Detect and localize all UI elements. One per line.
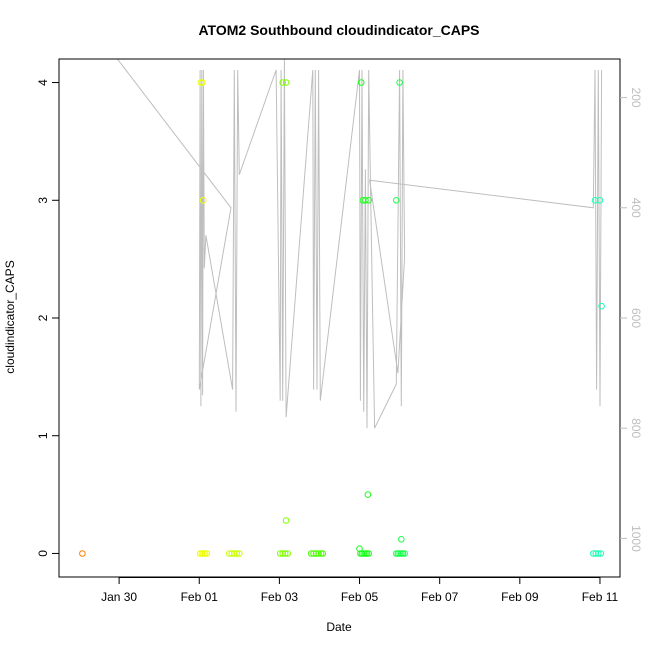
data-point [282,517,290,524]
data-point [365,550,373,557]
y-axis-label: cloudindicator_CAPS [3,260,17,373]
y-tick-label: 0 [36,550,50,557]
data-point [362,197,369,204]
data-point [393,197,400,204]
chart-title: ATOM2 Southbound cloudindicator_CAPS [198,22,479,38]
data-point [319,550,327,557]
data-point [596,197,604,204]
x-tick-label: Feb 05 [341,590,379,604]
data-point [236,550,243,557]
data-point [79,550,86,557]
data-point [312,550,320,557]
points-layer [79,79,605,557]
secondary-series-line [117,58,603,429]
data-point [315,550,322,557]
x-tick-label: Feb 07 [421,590,459,604]
data-point [310,550,317,557]
data-point [401,550,408,557]
y-tick-label: 2 [36,314,50,321]
y-tick-label: 3 [36,197,50,204]
right-tick-label: 600 [629,308,643,328]
data-point [597,550,605,557]
x-tick-label: Feb 01 [181,590,219,604]
data-point [233,550,241,557]
data-point [357,79,365,86]
x-tick-label: Feb 09 [501,590,539,604]
right-tick-label: 800 [629,418,643,438]
right-tick-label: 400 [629,198,643,218]
x-tick-label: Feb 11 [582,590,619,604]
data-point [284,550,292,557]
data-point [228,550,236,557]
secondary-line-layer [117,58,603,429]
data-point [276,550,284,557]
plot-frame [58,58,621,578]
y-tick-label: 1 [36,432,50,439]
data-point [226,550,233,557]
right-tick-label: 1000 [629,525,643,552]
x-axis-label: Date [326,620,352,634]
y-tick-label: 4 [36,79,50,86]
data-point [282,79,290,86]
data-point [598,302,605,310]
x-tick-label: Feb 03 [261,590,299,604]
x-tick-label: Jan 30 [101,590,137,604]
data-point [396,79,403,86]
data-point [199,197,207,204]
data-point [398,536,405,543]
data-point [307,550,315,557]
data-point [203,550,211,557]
data-point [279,79,287,86]
data-point [595,550,602,557]
data-point [364,491,372,498]
right-tick-label: 200 [629,88,643,108]
data-point [231,550,238,557]
data-point [591,197,599,204]
axes-layer: Jan 30 Feb 01 Feb 03 Feb 05 Feb 07 Feb 09 Feb … [36,58,643,604]
data-point [365,197,373,204]
data-point [279,550,287,557]
data-point [199,79,206,86]
data-point [281,550,289,557]
data-point [590,550,597,557]
data-point [592,550,600,557]
